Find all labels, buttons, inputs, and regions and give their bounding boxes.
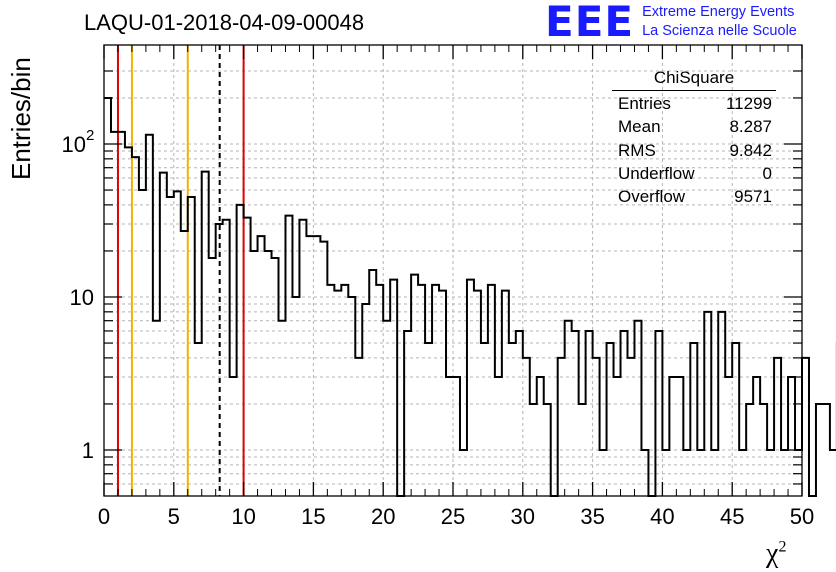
brand: EEE Extreme Energy Events La Scienza nel…: [545, 0, 797, 46]
x-tick-label: 0: [98, 504, 110, 529]
x-tick-label: 15: [301, 504, 325, 529]
x-tick-label: 35: [580, 504, 604, 529]
stats-row: Entries 11299: [612, 92, 776, 115]
x-tick-label: 25: [441, 504, 465, 529]
x-tick-label: 50: [790, 504, 814, 529]
stats-value: 8.287: [729, 117, 772, 137]
stats-value: 11299: [725, 94, 772, 113]
stats-label: Mean: [618, 117, 661, 137]
stats-row: RMS 9.842: [612, 139, 776, 162]
y-tick-exponent: 2: [86, 127, 94, 144]
stats-box: ChiSquare Entries 11299 Mean 8.287 RMS 9.842 U…: [612, 68, 776, 208]
y-tick-label: 10: [70, 285, 94, 310]
stats-row: Overflow 9571: [612, 185, 776, 208]
reference-lines: [116, 45, 245, 496]
brand-line-1: Extreme Energy Events: [642, 4, 795, 20]
brand-line-2: La Scienza nelle Scuole: [642, 23, 797, 39]
brand-text: Extreme Energy Events La Scienza nelle S…: [642, 3, 797, 41]
stats-title: ChiSquare: [653, 68, 735, 87]
x-tick-label: 45: [720, 504, 744, 529]
stats-divider: [612, 90, 776, 91]
histogram-outline: [104, 96, 836, 497]
y-tick-label: 10: [62, 132, 86, 157]
stats-row: Underflow 0: [612, 162, 776, 185]
x-tick-label: 40: [650, 504, 674, 529]
y-axis-label: Entries/bin: [6, 57, 36, 180]
stats-value: 0: [762, 163, 772, 183]
stats-row: Mean 8.287: [612, 115, 776, 138]
y-tick-label: 1: [82, 438, 94, 463]
stats-label: Entries: [618, 94, 671, 113]
stats-value: 9.842: [729, 140, 772, 160]
brand-logo: EEE: [545, 0, 635, 46]
x-axis: 0 5 10 15 20 25 30 35 40 45 50: [98, 45, 814, 529]
stats-label: RMS: [618, 140, 656, 160]
stats-label: Overflow: [618, 187, 686, 207]
chart-title: LAQU-01-2018-04-09-00048: [84, 10, 365, 35]
x-tick-label: 20: [371, 504, 395, 529]
stats-rows: Entries 11299 Mean 8.287 RMS 9.842 Underflow 0 O…: [612, 92, 776, 208]
x-tick-label: 10: [231, 504, 255, 529]
stats-value: 9571: [734, 187, 772, 207]
x-axis-label: χ2: [766, 538, 787, 569]
x-tick-label: 5: [168, 504, 180, 529]
stats-label: Underflow: [618, 163, 695, 183]
x-tick-label: 30: [511, 504, 535, 529]
